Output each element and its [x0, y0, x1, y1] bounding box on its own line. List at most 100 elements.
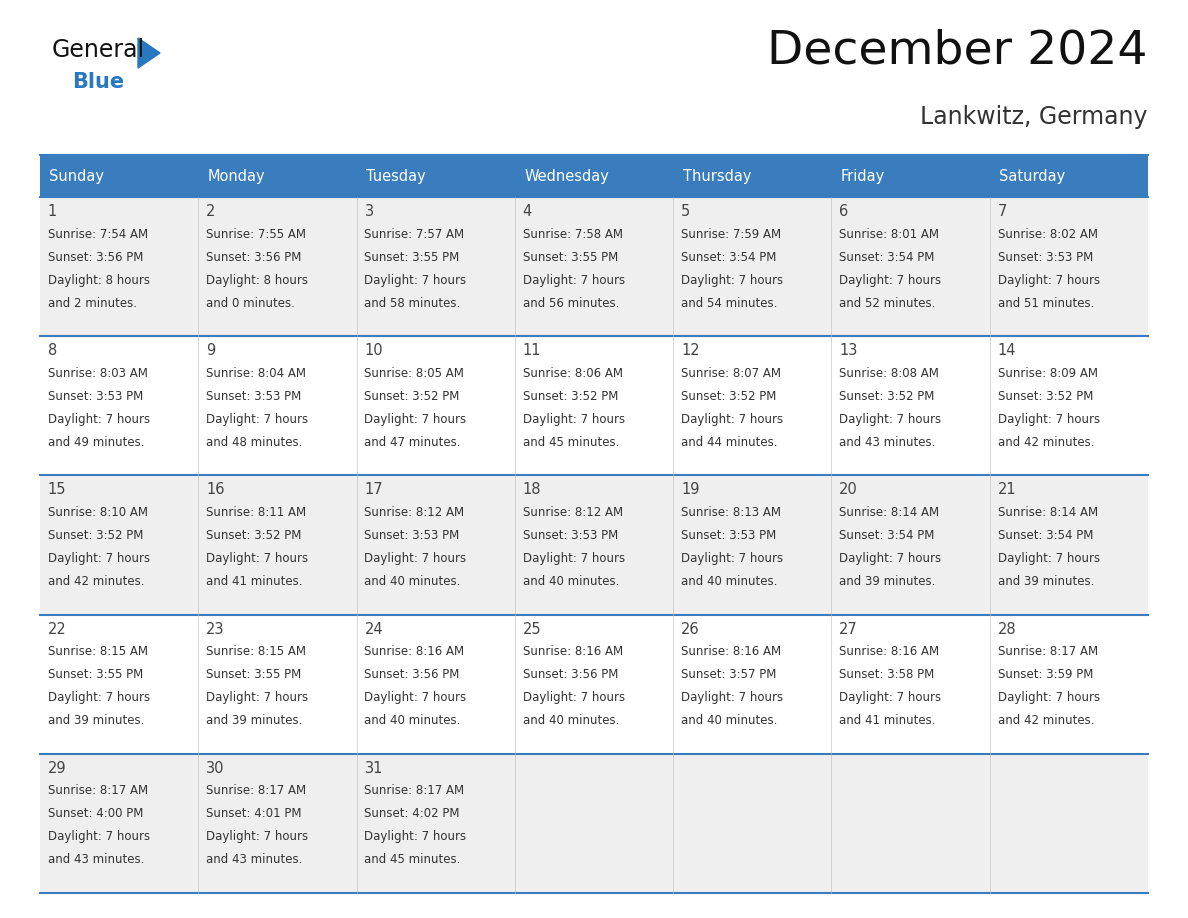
Text: Sunrise: 8:05 AM: Sunrise: 8:05 AM	[365, 367, 465, 380]
Text: 1: 1	[48, 204, 57, 219]
Text: Daylight: 7 hours: Daylight: 7 hours	[998, 274, 1100, 286]
Text: Daylight: 7 hours: Daylight: 7 hours	[365, 831, 467, 844]
Text: Sunset: 3:56 PM: Sunset: 3:56 PM	[207, 251, 302, 263]
Polygon shape	[138, 38, 160, 68]
Text: and 43 minutes.: and 43 minutes.	[207, 854, 303, 867]
Bar	[832, 614, 990, 754]
Text: Sunrise: 8:12 AM: Sunrise: 8:12 AM	[365, 506, 465, 519]
Text: Sunrise: 8:12 AM: Sunrise: 8:12 AM	[523, 506, 623, 519]
Text: 22: 22	[48, 621, 67, 636]
Text: Daylight: 7 hours: Daylight: 7 hours	[840, 413, 941, 426]
Text: Sunset: 3:54 PM: Sunset: 3:54 PM	[681, 251, 777, 263]
Bar	[514, 155, 674, 197]
Text: Sunrise: 8:16 AM: Sunrise: 8:16 AM	[681, 645, 782, 658]
Bar	[356, 614, 514, 754]
Text: Sunset: 3:53 PM: Sunset: 3:53 PM	[998, 251, 1093, 263]
Bar	[990, 476, 1148, 614]
Text: and 40 minutes.: and 40 minutes.	[681, 575, 777, 588]
Text: Daylight: 7 hours: Daylight: 7 hours	[365, 691, 467, 704]
Text: Daylight: 7 hours: Daylight: 7 hours	[681, 274, 783, 286]
Text: Sunrise: 7:57 AM: Sunrise: 7:57 AM	[365, 228, 465, 241]
Text: and 42 minutes.: and 42 minutes.	[998, 714, 1094, 727]
Text: Daylight: 7 hours: Daylight: 7 hours	[48, 831, 150, 844]
Bar	[356, 476, 514, 614]
Text: Sunrise: 8:13 AM: Sunrise: 8:13 AM	[681, 506, 781, 519]
Text: 10: 10	[365, 343, 383, 358]
Text: Daylight: 7 hours: Daylight: 7 hours	[365, 552, 467, 565]
Text: Sunrise: 8:17 AM: Sunrise: 8:17 AM	[365, 784, 465, 798]
Bar	[198, 336, 356, 476]
Bar	[674, 476, 832, 614]
Text: Sunset: 3:54 PM: Sunset: 3:54 PM	[840, 251, 935, 263]
Text: Sunset: 3:55 PM: Sunset: 3:55 PM	[523, 251, 618, 263]
Text: Daylight: 7 hours: Daylight: 7 hours	[998, 413, 1100, 426]
Bar	[514, 336, 674, 476]
Text: 12: 12	[681, 343, 700, 358]
Bar	[198, 754, 356, 893]
Bar	[40, 197, 198, 336]
Bar	[990, 754, 1148, 893]
Text: Sunrise: 8:01 AM: Sunrise: 8:01 AM	[840, 228, 940, 241]
Text: 6: 6	[840, 204, 848, 219]
Text: Sunrise: 7:58 AM: Sunrise: 7:58 AM	[523, 228, 623, 241]
Text: Sunset: 3:55 PM: Sunset: 3:55 PM	[365, 251, 460, 263]
Text: Daylight: 7 hours: Daylight: 7 hours	[207, 413, 309, 426]
Text: and 47 minutes.: and 47 minutes.	[365, 436, 461, 449]
Text: 7: 7	[998, 204, 1007, 219]
Text: 24: 24	[365, 621, 383, 636]
Text: Blue: Blue	[72, 72, 124, 92]
Text: Monday: Monday	[208, 169, 265, 184]
Text: and 45 minutes.: and 45 minutes.	[523, 436, 619, 449]
Text: Sunset: 4:00 PM: Sunset: 4:00 PM	[48, 808, 144, 821]
Text: Daylight: 7 hours: Daylight: 7 hours	[681, 413, 783, 426]
Text: Daylight: 7 hours: Daylight: 7 hours	[840, 691, 941, 704]
Text: Daylight: 7 hours: Daylight: 7 hours	[365, 274, 467, 286]
Text: 29: 29	[48, 761, 67, 776]
Text: 23: 23	[207, 621, 225, 636]
Bar	[356, 155, 514, 197]
Text: 18: 18	[523, 482, 542, 498]
Text: 14: 14	[998, 343, 1016, 358]
Text: Daylight: 7 hours: Daylight: 7 hours	[48, 691, 150, 704]
Bar	[990, 155, 1148, 197]
Bar	[514, 197, 674, 336]
Text: and 40 minutes.: and 40 minutes.	[365, 714, 461, 727]
Text: Sunset: 3:53 PM: Sunset: 3:53 PM	[48, 390, 144, 403]
Text: Sunset: 3:57 PM: Sunset: 3:57 PM	[681, 668, 777, 681]
Text: Sunset: 3:52 PM: Sunset: 3:52 PM	[840, 390, 935, 403]
Text: Wednesday: Wednesday	[524, 169, 609, 184]
Text: Sunset: 3:56 PM: Sunset: 3:56 PM	[48, 251, 144, 263]
Text: Daylight: 7 hours: Daylight: 7 hours	[523, 274, 625, 286]
Text: Sunrise: 8:17 AM: Sunrise: 8:17 AM	[998, 645, 1098, 658]
Text: Sunrise: 8:17 AM: Sunrise: 8:17 AM	[48, 784, 148, 798]
Text: Sunset: 3:56 PM: Sunset: 3:56 PM	[365, 668, 460, 681]
Text: 4: 4	[523, 204, 532, 219]
Text: and 2 minutes.: and 2 minutes.	[48, 297, 137, 309]
Text: Daylight: 7 hours: Daylight: 7 hours	[840, 274, 941, 286]
Text: Daylight: 7 hours: Daylight: 7 hours	[48, 413, 150, 426]
Text: 28: 28	[998, 621, 1016, 636]
Text: Sunday: Sunday	[50, 169, 105, 184]
Bar	[832, 336, 990, 476]
Bar	[40, 754, 198, 893]
Text: Daylight: 7 hours: Daylight: 7 hours	[523, 552, 625, 565]
Text: Sunset: 3:52 PM: Sunset: 3:52 PM	[365, 390, 460, 403]
Text: 3: 3	[365, 204, 373, 219]
Text: and 39 minutes.: and 39 minutes.	[207, 714, 303, 727]
Text: Daylight: 7 hours: Daylight: 7 hours	[523, 413, 625, 426]
Text: Sunrise: 8:14 AM: Sunrise: 8:14 AM	[840, 506, 940, 519]
Text: and 48 minutes.: and 48 minutes.	[207, 436, 303, 449]
Text: 16: 16	[207, 482, 225, 498]
Text: Daylight: 7 hours: Daylight: 7 hours	[48, 552, 150, 565]
Text: Sunset: 3:53 PM: Sunset: 3:53 PM	[681, 529, 776, 542]
Text: Daylight: 7 hours: Daylight: 7 hours	[207, 552, 309, 565]
Text: Daylight: 7 hours: Daylight: 7 hours	[523, 691, 625, 704]
Text: and 41 minutes.: and 41 minutes.	[207, 575, 303, 588]
Text: Daylight: 7 hours: Daylight: 7 hours	[207, 691, 309, 704]
Text: Sunrise: 8:02 AM: Sunrise: 8:02 AM	[998, 228, 1098, 241]
Text: and 43 minutes.: and 43 minutes.	[840, 436, 936, 449]
Text: 19: 19	[681, 482, 700, 498]
Text: 13: 13	[840, 343, 858, 358]
Text: and 54 minutes.: and 54 minutes.	[681, 297, 777, 309]
Text: Sunrise: 8:11 AM: Sunrise: 8:11 AM	[207, 506, 307, 519]
